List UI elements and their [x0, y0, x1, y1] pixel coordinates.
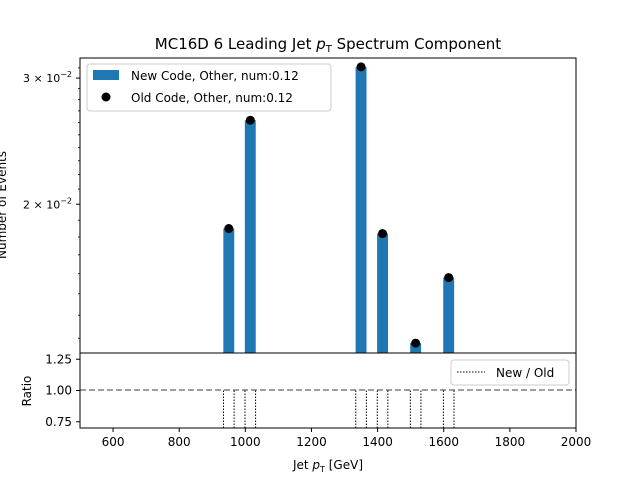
bar — [443, 277, 455, 353]
bar — [244, 120, 256, 354]
x-tick-label: 1800 — [495, 435, 526, 449]
main-legend: New Code, Other, num:0.12 Old Code, Othe… — [86, 63, 332, 112]
ratio-legend: New / Old — [450, 359, 570, 386]
x-tick-label: 1600 — [428, 435, 459, 449]
x-tick-label: 600 — [102, 435, 125, 449]
chart-title: MC16D 6 Leading Jet pT Spectrum Componen… — [155, 35, 502, 55]
bar — [223, 228, 235, 353]
ratio-lines — [223, 390, 455, 428]
x-tick-label: 1400 — [362, 435, 393, 449]
ratio-y-tick-label: 0.75 — [45, 415, 72, 429]
bar — [377, 233, 389, 353]
main-y-ticks: 3 × 10−2 2 × 10−2 — [23, 67, 80, 339]
legend-label-old-code: Old Code, Other, num:0.12 — [131, 91, 293, 105]
y-tick-label: 3 × 10−2 — [23, 70, 72, 85]
main-legend-box — [86, 63, 332, 112]
data-point — [245, 115, 255, 125]
x-tick-label: 2000 — [561, 435, 592, 449]
data-point — [378, 229, 388, 239]
main-bars — [223, 66, 455, 354]
y-tick-label: 2 × 10−2 — [23, 196, 72, 211]
main-plot-area: 3 × 10−2 2 × 10−2 Number of Events New Co… — [0, 57, 577, 354]
ratio-y-axis-label: Ratio — [20, 376, 34, 407]
ratio-y-tick-label: 1.00 — [45, 384, 72, 398]
bar — [355, 66, 367, 353]
x-tick-label: 1000 — [230, 435, 261, 449]
legend-swatch-new-code — [93, 70, 119, 80]
main-points — [224, 62, 454, 348]
x-tick-label: 800 — [168, 435, 191, 449]
ratio-x-ticks: 600 800 1000 1200 1400 1600 1800 2000 — [102, 428, 592, 449]
legend-label-new-code: New Code, Other, num:0.12 — [131, 69, 299, 83]
data-point — [411, 338, 421, 348]
legend-label-new-old: New / Old — [496, 366, 554, 380]
ratio-y-tick-label: 1.25 — [45, 352, 72, 366]
bar — [410, 343, 422, 353]
ratio-legend-box — [450, 359, 570, 386]
data-point — [444, 273, 454, 283]
ratio-plot-area: 0.75 1.00 1.25 600 800 1000 1200 1400 1600 1800 2… — [20, 352, 591, 474]
x-axis-label: Jet pT [GeV] — [292, 458, 363, 474]
main-y-axis-label: Number of Events — [0, 151, 9, 259]
data-point — [224, 224, 234, 234]
ratio-y-ticks: 0.75 1.00 1.25 — [45, 352, 80, 429]
legend-marker-old-code — [101, 92, 111, 102]
data-point — [356, 62, 366, 72]
x-tick-label: 1200 — [296, 435, 327, 449]
